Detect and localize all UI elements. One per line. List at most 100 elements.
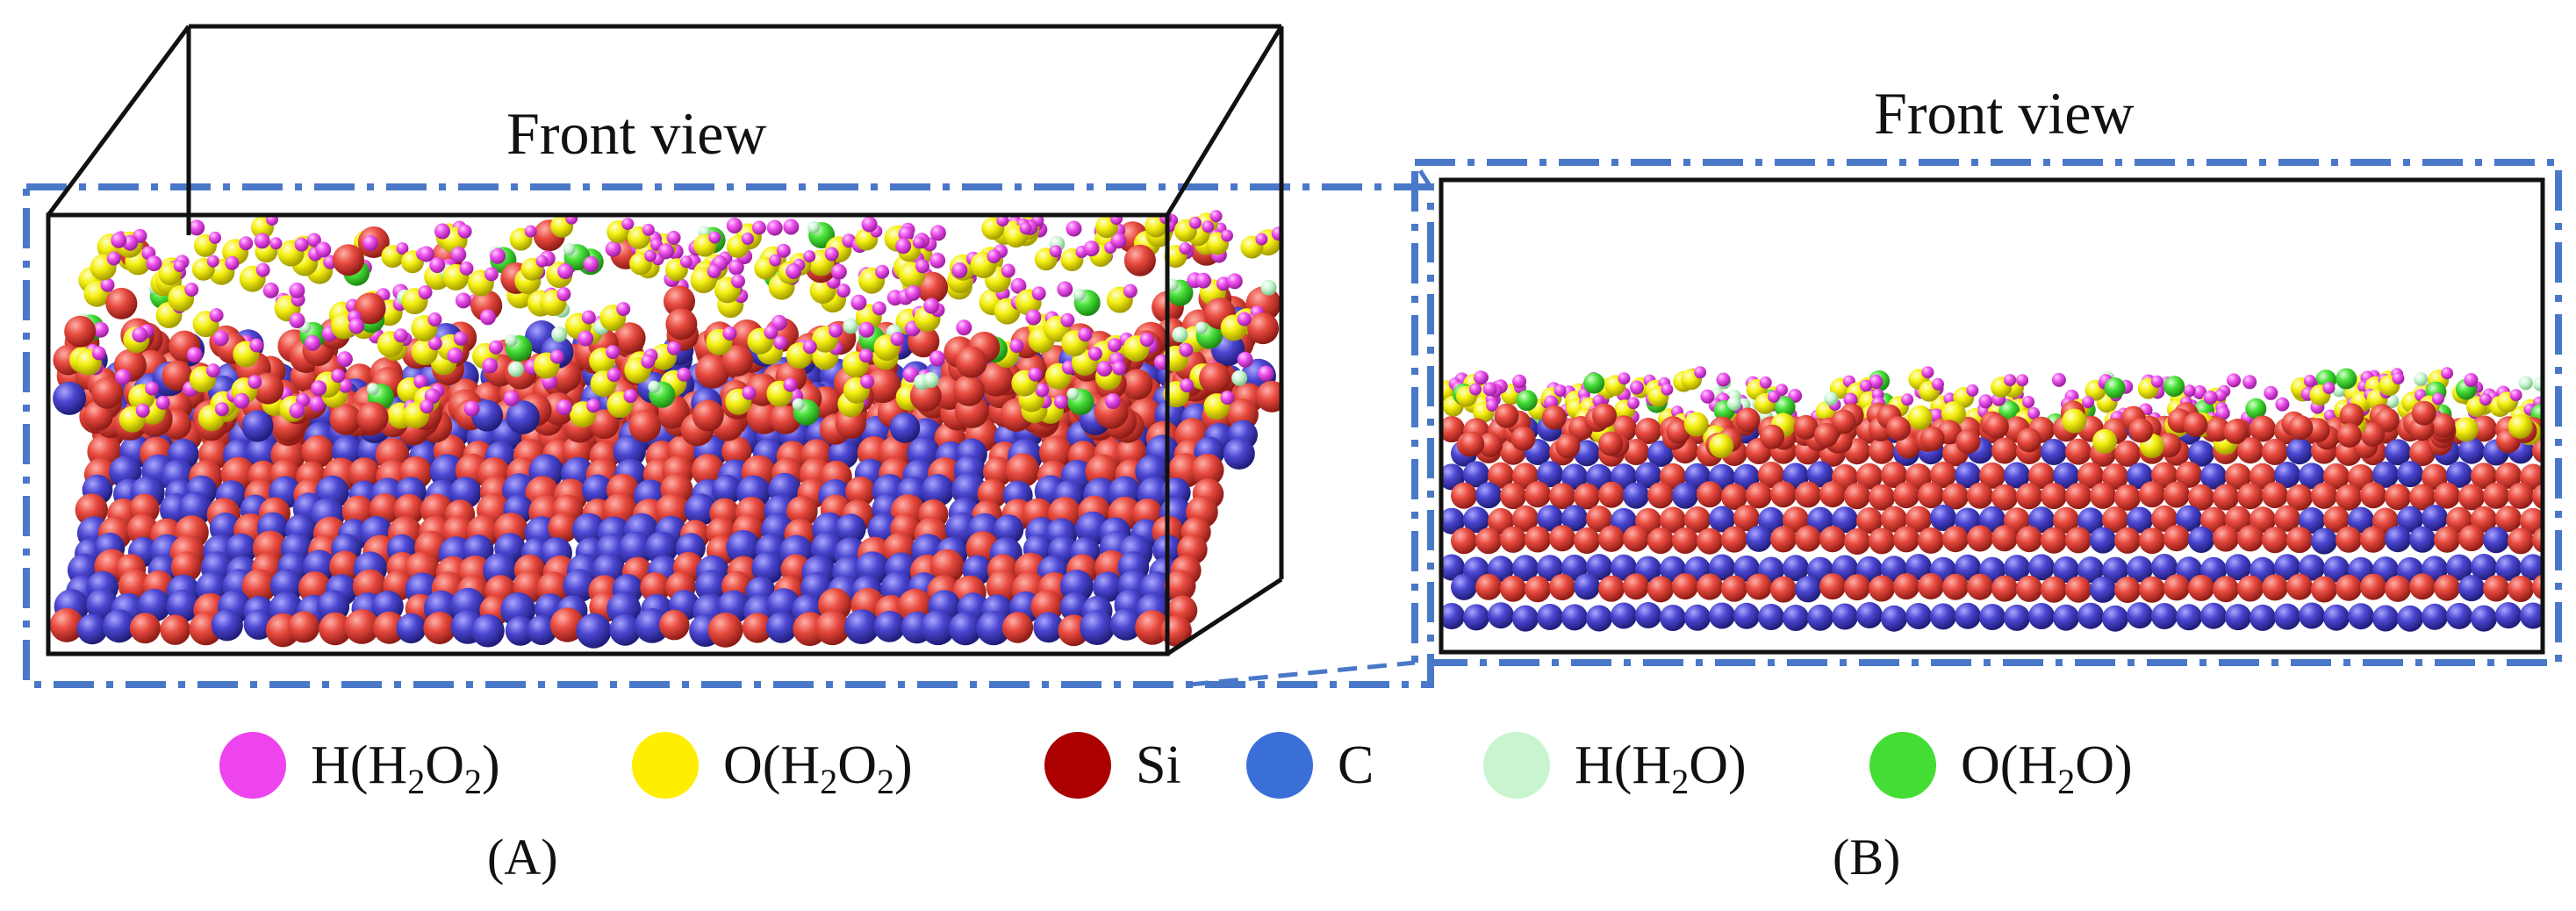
si-atom (2237, 437, 2264, 464)
legend: H(H2O2) O(H2O2) Si C H(H2O) O(H2O) (219, 730, 2414, 800)
c-atom (571, 513, 606, 547)
h-h2o2-atom (1966, 384, 1979, 397)
o-h2o-atom (1998, 400, 2020, 422)
atoms-front-view (1441, 366, 2543, 632)
h-h2o2-atom (1110, 233, 1127, 249)
h-h2o2-atom (289, 312, 305, 329)
si-atom (2360, 526, 2386, 553)
c-atom (581, 474, 614, 506)
si-atom (2360, 421, 2386, 447)
si-atom (2188, 484, 2214, 511)
si-atom (2205, 417, 2230, 442)
h-h2o-atom (1726, 396, 1741, 411)
h-h2o2-atom (824, 247, 839, 262)
c-atom (644, 531, 678, 565)
c-atom (976, 610, 1011, 646)
c-atom (2483, 527, 2509, 554)
c-atom (505, 615, 535, 646)
h-h2o2-atom (1179, 242, 1192, 255)
h-h2o2-atom (830, 263, 847, 280)
c-atom (2188, 440, 2214, 467)
si-atom (628, 409, 662, 442)
si-atom (1795, 481, 1821, 508)
h-h2o2-atom (996, 214, 1009, 227)
c-atom (2397, 605, 2423, 632)
c-atom (2151, 603, 2178, 629)
si-atom (1783, 506, 1809, 534)
si-atom (2532, 527, 2543, 554)
si-atom (1549, 483, 1575, 510)
c-atom (1856, 602, 1883, 628)
c-atom (921, 474, 955, 507)
h-h2o2-atom (2183, 384, 2196, 398)
h-h2o2-atom (895, 238, 912, 255)
c-atom (1537, 505, 1563, 532)
h-h2o2-atom (875, 264, 890, 279)
h-h2o2-atom (658, 243, 675, 260)
h-h2o2-atom (641, 354, 656, 369)
h-h2o-atom (1066, 387, 1080, 400)
c-atom (618, 531, 654, 567)
si-atom (1905, 463, 1932, 491)
si-atom (2225, 463, 2251, 490)
si-atom (1660, 463, 1686, 490)
h-h2o2-atom (1220, 391, 1235, 405)
si-atom (1672, 573, 1698, 600)
h-h2o2-atom (455, 292, 471, 309)
si-atom (2102, 463, 2128, 491)
c-atom (726, 530, 761, 565)
si-atom (1733, 505, 1760, 532)
si-atom (2471, 415, 2497, 442)
si-atom (1760, 424, 1785, 449)
legend-swatch-si (1044, 732, 1111, 799)
h-h2o2-atom (915, 259, 929, 274)
o-h2o2-atom (1907, 405, 1933, 430)
h-h2o2-atom (802, 340, 817, 355)
si-atom (1869, 484, 1895, 511)
si-atom (1770, 576, 1797, 603)
c-atom (1832, 506, 1858, 534)
h-h2o2-atom (1486, 398, 1499, 412)
c-atom (2385, 526, 2411, 553)
c-atom (1586, 605, 1612, 632)
si-atom (929, 549, 965, 585)
h-h2o2-atom (861, 216, 878, 233)
h-h2o2-atom (923, 298, 940, 314)
h-h2o-atom (505, 334, 518, 347)
h-h2o-atom (551, 326, 568, 342)
si-atom (2434, 574, 2460, 601)
legend-label-c: C (1338, 735, 1374, 795)
si-atom (2090, 482, 2116, 509)
h-h2o2-atom (1921, 366, 1934, 379)
h-h2o2-atom (434, 223, 450, 240)
c-atom (576, 613, 612, 649)
h-h2o2-atom (951, 262, 968, 278)
c-atom (1795, 576, 1821, 603)
h-h2o2-atom (209, 231, 221, 244)
si-atom (1500, 483, 1526, 510)
c-atom (2397, 506, 2423, 533)
c-atom (873, 610, 906, 642)
c-atom (2090, 576, 2116, 603)
h-h2o2-atom (1237, 312, 1252, 326)
si-atom (916, 271, 949, 304)
si-atom (1697, 527, 1723, 555)
si-atom (979, 362, 1014, 397)
h-h2o-atom (1073, 289, 1086, 301)
c-atom (2176, 505, 2202, 532)
si-atom (2016, 427, 2041, 453)
si-atom (1684, 506, 1711, 533)
c-atom (1623, 482, 1649, 509)
legend-item-o-h2o2: O(H2O2) (632, 730, 913, 800)
c-atom (1441, 603, 1465, 629)
si-atom (2434, 482, 2460, 509)
h-h2o2-atom (726, 218, 743, 233)
si-atom (1991, 484, 2018, 511)
h-h2o2-atom (583, 256, 599, 272)
si-atom (333, 244, 364, 276)
legend-label-h-h2o2: H(H2O2) (311, 735, 500, 801)
atoms-perspective-view (49, 210, 1281, 649)
h-h2o2-atom (2215, 405, 2230, 420)
si-atom (1191, 454, 1224, 487)
si-atom (1886, 416, 1911, 441)
